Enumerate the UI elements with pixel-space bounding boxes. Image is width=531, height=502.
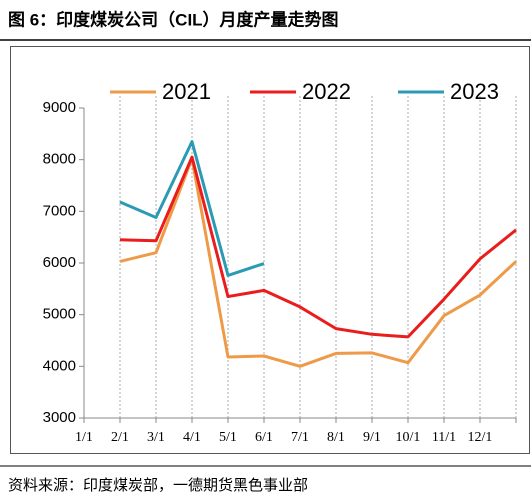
x-tick-label: 11/1 <box>432 430 456 445</box>
y-tick-label: 8000 <box>43 151 76 168</box>
y-tick-label: 6000 <box>43 254 76 271</box>
x-tick-label: 6/1 <box>255 430 273 445</box>
y-tick-label: 9000 <box>43 99 76 116</box>
legend-label: 2022 <box>302 79 351 104</box>
x-tick-label: 4/1 <box>183 430 201 445</box>
y-tick-label: 5000 <box>43 306 76 323</box>
plot-frame <box>10 46 530 454</box>
x-tick-label: 12/1 <box>468 430 493 445</box>
x-tick-label: 9/1 <box>363 430 381 445</box>
x-tick-label: 3/1 <box>147 430 165 445</box>
y-tick-label: 4000 <box>43 357 76 374</box>
line-series <box>119 155 517 339</box>
x-tick-label: 7/1 <box>291 430 309 445</box>
legend-label: 2021 <box>162 79 211 104</box>
y-tick-label: 3000 <box>43 409 76 426</box>
x-tick-label: 2/1 <box>111 430 129 445</box>
y-tick-label: 7000 <box>43 202 76 219</box>
source-note: 资料来源：印度煤炭部，一德期货黑色事业部 <box>8 476 308 494</box>
legend-label: 2023 <box>450 79 499 104</box>
x-tick-label: 5/1 <box>219 430 237 445</box>
x-tick-label: 1/1 <box>75 430 93 445</box>
x-tick-label: 10/1 <box>396 430 421 445</box>
line-series <box>119 140 265 277</box>
chart-title: 图 6：印度煤炭公司（CIL）月度产量走势图 <box>8 9 339 29</box>
x-tick-label: 8/1 <box>327 430 345 445</box>
